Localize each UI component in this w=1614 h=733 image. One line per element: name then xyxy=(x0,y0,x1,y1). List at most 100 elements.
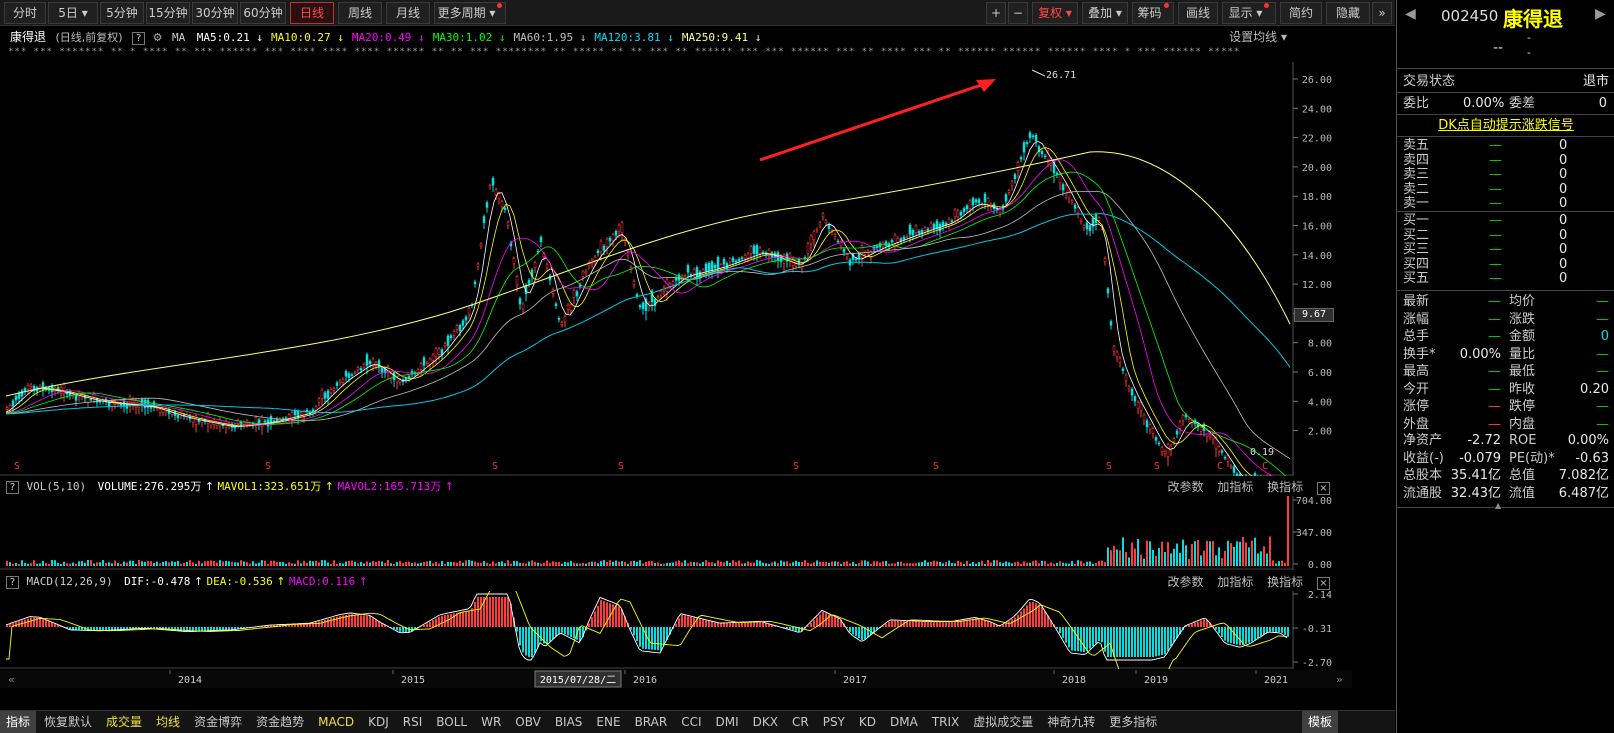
indicator-tab[interactable]: TRIX xyxy=(931,715,960,729)
period-tab-60min[interactable]: 60分钟 xyxy=(240,2,286,24)
overlay-dropdown[interactable]: 叠加 ▾ xyxy=(1082,2,1128,24)
signal-link[interactable]: DK点自动提示涨跌信号 xyxy=(1438,118,1574,133)
period-tab-5day[interactable]: 5日 ▾ xyxy=(48,2,98,24)
candle-body xyxy=(932,223,936,230)
help-icon[interactable]: ? xyxy=(6,481,19,494)
add-indicator-button[interactable]: 加指标 xyxy=(1217,575,1254,589)
time-axis[interactable]: « » 2014 2015 2016 2017 2018 2019 2021 2015/07/28… xyxy=(0,670,1352,688)
help-icon[interactable]: ? xyxy=(6,576,19,589)
indicator-tab[interactable]: 更多指标 xyxy=(1109,715,1158,729)
macd-bar xyxy=(105,627,107,631)
period-tab-weekly[interactable]: 周线 xyxy=(338,2,382,24)
period-tab-daily[interactable]: 日线 xyxy=(290,2,334,24)
change-params-button[interactable]: 改参数 xyxy=(1167,480,1204,494)
volume-bar xyxy=(1038,563,1040,566)
candle-body xyxy=(350,374,354,376)
indicator-tab[interactable]: 均线 xyxy=(156,715,181,729)
chips-button[interactable]: 筹码 xyxy=(1132,2,1174,24)
macd-bar xyxy=(294,624,296,627)
mavol1-value: MAVOL1:323.651万 xyxy=(217,480,322,493)
macd-bar xyxy=(783,627,785,628)
order-row: 卖二 —0 xyxy=(1403,181,1568,197)
volume-bar xyxy=(924,560,926,566)
candlestick-chart[interactable]: 26.00 24.00 22.00 20.00 18.00 16.00 14.00 12.00… xyxy=(0,62,1340,476)
close-icon[interactable]: × xyxy=(1317,577,1330,590)
collapse-handle-icon[interactable]: ▲ xyxy=(1495,501,1502,510)
volume-bar xyxy=(798,561,800,566)
period-tab-intraday[interactable]: 分时 xyxy=(4,2,46,24)
volume-bar xyxy=(957,560,959,566)
volume-bar xyxy=(492,561,494,566)
indicator-tab[interactable]: 成交量 xyxy=(106,715,143,729)
macd-bar xyxy=(651,627,653,650)
period-tab-monthly[interactable]: 月线 xyxy=(386,2,430,24)
volume-bar xyxy=(306,562,308,566)
period-tab-5min[interactable]: 5分钟 xyxy=(100,2,144,24)
ma-settings-button[interactable]: 设置均线 ▾ xyxy=(1229,30,1287,44)
candle-body xyxy=(608,237,612,242)
indicator-tab[interactable]: DKX xyxy=(752,715,778,729)
macd-bar xyxy=(72,627,74,630)
volume-bar xyxy=(756,560,758,566)
double-chevron-right-icon[interactable]: » xyxy=(1372,2,1392,24)
indicator-tab[interactable]: DMA xyxy=(890,715,918,729)
volume-bar xyxy=(507,560,509,566)
indicator-tab[interactable]: 指标 xyxy=(0,711,37,733)
candle-body xyxy=(1124,374,1128,382)
period-tab-30min[interactable]: 30分钟 xyxy=(192,2,238,24)
indicator-tab[interactable]: MACD xyxy=(318,715,355,729)
indicator-tab[interactable]: 模板 xyxy=(1302,711,1339,733)
indicator-tab[interactable]: BOLL xyxy=(436,715,468,729)
indicator-tab[interactable]: KDJ xyxy=(368,715,389,729)
volume-chart[interactable]: 704.00 347.00 0.00 xyxy=(0,496,1340,570)
indicator-tab[interactable]: CCI xyxy=(681,715,702,729)
macd-bar xyxy=(621,609,623,627)
macd-bar xyxy=(597,605,599,627)
indicator-tab[interactable]: RSI xyxy=(402,715,423,729)
indicator-tab[interactable]: DMI xyxy=(715,715,739,729)
gear-icon[interactable]: ⚙ xyxy=(152,31,163,44)
indicator-tab[interactable]: BRAR xyxy=(634,715,668,729)
volume-bar xyxy=(1263,546,1265,566)
add-indicator-button[interactable]: 加指标 xyxy=(1217,480,1254,494)
more-periods-dropdown[interactable]: 更多周期 ▾ xyxy=(434,2,506,24)
indicator-tab[interactable]: BIAS xyxy=(554,715,583,729)
display-dropdown[interactable]: 显示 ▾ xyxy=(1222,2,1276,24)
candle-body xyxy=(710,261,714,272)
indicator-tab[interactable]: OBV xyxy=(515,715,541,729)
simple-mode-button[interactable]: 简约 xyxy=(1280,2,1322,24)
volume-bar xyxy=(1014,562,1016,566)
zoom-in-button[interactable]: + xyxy=(986,2,1006,24)
close-icon[interactable]: × xyxy=(1317,482,1330,495)
chevron-right-icon[interactable]: ▶ xyxy=(1595,6,1606,22)
indicator-tab[interactable]: 资金趋势 xyxy=(256,715,305,729)
indicator-tab[interactable]: PSY xyxy=(822,715,845,729)
y-tick-label: 24.00 xyxy=(1302,104,1332,115)
macd-bar xyxy=(201,627,203,631)
period-tab-15min[interactable]: 15分钟 xyxy=(146,2,190,24)
volume-bar xyxy=(1161,541,1163,566)
volume-bar xyxy=(393,563,395,566)
chevron-left-icon[interactable]: ◀ xyxy=(1405,6,1416,22)
volume-bar xyxy=(90,560,92,566)
switch-indicator-button[interactable]: 换指标 xyxy=(1267,575,1304,589)
hide-button[interactable]: 隐藏 xyxy=(1326,2,1370,24)
macd-chart[interactable]: 2.14 -0.31 -2.70 xyxy=(0,591,1340,669)
indicator-tab[interactable]: 神奇九转 xyxy=(1047,715,1096,729)
indicator-tab[interactable]: CR xyxy=(791,715,809,729)
stock-code: 002450 xyxy=(1441,7,1499,25)
zoom-out-button[interactable]: − xyxy=(1008,2,1028,24)
indicator-tab[interactable]: 虚拟成交量 xyxy=(973,715,1034,729)
switch-indicator-button[interactable]: 换指标 xyxy=(1267,480,1304,494)
volume-bar xyxy=(426,561,428,566)
help-icon[interactable]: ? xyxy=(132,32,146,45)
macd-bar xyxy=(516,627,518,632)
adjust-dropdown[interactable]: 复权 ▾ xyxy=(1032,2,1078,24)
draw-line-button[interactable]: 画线 xyxy=(1178,2,1218,24)
indicator-tab[interactable]: 资金博弈 xyxy=(194,715,243,729)
indicator-tab[interactable]: WR xyxy=(481,715,502,729)
indicator-tab[interactable]: 恢复默认 xyxy=(44,715,93,729)
change-params-button[interactable]: 改参数 xyxy=(1167,575,1204,589)
indicator-tab[interactable]: ENE xyxy=(596,715,621,729)
indicator-tab[interactable]: KD xyxy=(858,715,876,729)
